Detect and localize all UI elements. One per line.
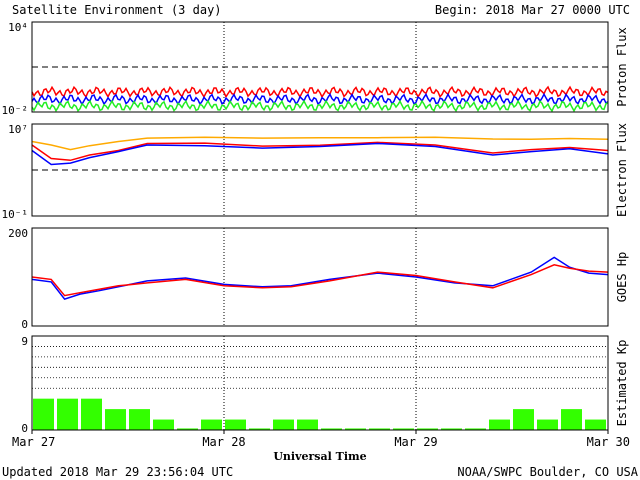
x-axis-label: Universal Time [273, 450, 366, 463]
series-2-red [31, 264, 609, 297]
x-tick-label-0: Mar 27 [12, 435, 55, 449]
kp-bar-17 [441, 428, 462, 430]
kp-bar-1 [57, 398, 78, 430]
kp-bar-7 [201, 419, 222, 430]
y-label-3: Estimated Kp [615, 340, 629, 427]
credit-text: NOAA/SWPC Boulder, CO USA [457, 465, 638, 479]
y-tick-bottom-0: 10⁻² [2, 104, 29, 117]
y-label-0: Proton Flux [615, 27, 629, 106]
updated-text: Updated 2018 Mar 29 23:56:04 UTC [2, 465, 233, 479]
kp-bar-6 [177, 428, 198, 430]
series-1-blue [31, 142, 609, 166]
kp-bar-22 [561, 409, 582, 430]
y-label-1: Electron Flux [615, 123, 629, 217]
series-2-blue [31, 256, 609, 300]
kp-bar-0 [33, 398, 54, 430]
kp-bar-4 [129, 409, 150, 430]
series-0-blue [31, 92, 609, 106]
kp-bar-2 [81, 398, 102, 430]
y-tick-bottom-1: 10⁻¹ [2, 208, 29, 221]
y-tick-top-0: 10⁴ [8, 21, 28, 34]
series-1-red [31, 141, 609, 162]
kp-bar-16 [417, 428, 438, 430]
panels: 10⁴ 10⁻² Proton Flux 10⁷ 10⁻¹ Electron Flux 20… [2, 21, 631, 449]
kp-bar-23 [585, 419, 606, 430]
x-tick-label-2: Mar 29 [394, 435, 437, 449]
chart-title: Satellite Environment (3 day) [12, 3, 222, 17]
kp-bar-8 [225, 419, 246, 430]
y-tick-top-2: 200 [8, 227, 28, 240]
y-tick-bottom-3: 0 [21, 422, 28, 435]
y-tick-top-3: 9 [21, 335, 28, 348]
kp-bar-18 [465, 428, 486, 430]
kp-bar-11 [297, 419, 318, 430]
kp-bar-13 [345, 428, 366, 430]
panel-frame-3 [31, 335, 609, 431]
y-tick-bottom-2: 0 [21, 318, 28, 331]
kp-bar-5 [153, 419, 174, 430]
kp-bar-10 [273, 419, 294, 430]
series-1-orange [31, 136, 609, 151]
panel-frame-0 [31, 21, 609, 113]
panel-frame-2 [31, 227, 609, 327]
kp-bar-3 [105, 409, 126, 430]
series-0-red [31, 85, 609, 99]
kp-bar-15 [393, 428, 414, 430]
y-tick-top-1: 10⁷ [8, 123, 28, 136]
kp-bar-9 [249, 428, 270, 430]
x-tick-label-3: Mar 30 [587, 435, 630, 449]
x-tick-label-1: Mar 28 [202, 435, 245, 449]
kp-bar-20 [513, 409, 534, 430]
y-label-2: GOES Hp [615, 252, 629, 303]
kp-bar-12 [321, 428, 342, 430]
kp-bar-19 [489, 419, 510, 430]
kp-bar-14 [369, 428, 390, 430]
begin-time: Begin: 2018 Mar 27 0000 UTC [435, 3, 630, 17]
series-0-green [31, 99, 609, 113]
kp-bar-21 [537, 419, 558, 430]
panel-frame-1 [31, 123, 609, 217]
